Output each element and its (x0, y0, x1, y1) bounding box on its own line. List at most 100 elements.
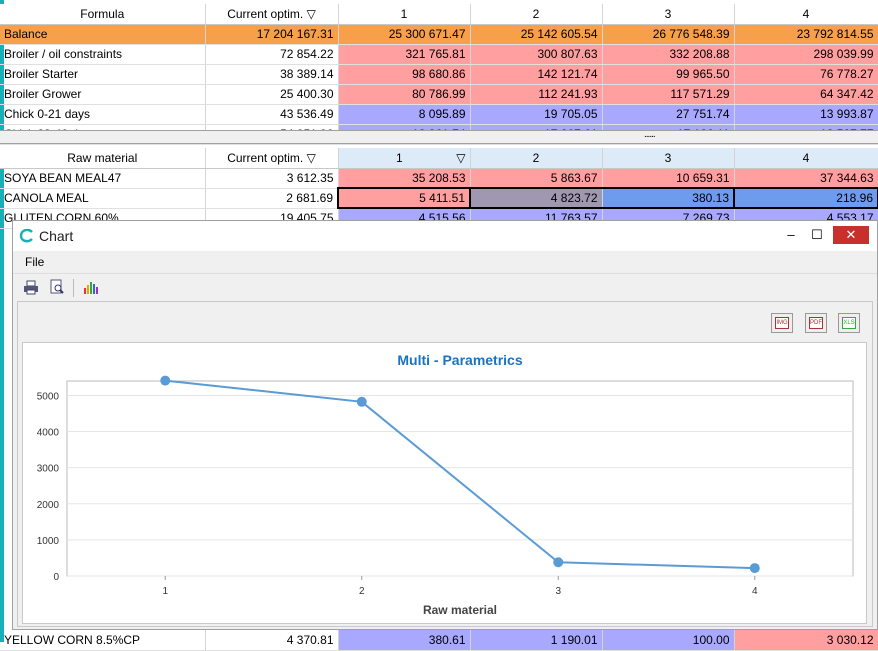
grid-cell[interactable]: 76 778.27 (734, 64, 878, 85)
row-name[interactable]: YELLOW CORN 8.5%CP (0, 630, 206, 651)
chart-title: Multi - Parametrics (397, 352, 522, 368)
export-pdf-button[interactable]: PDF (805, 313, 827, 333)
grid-cell[interactable]: 64 347.42 (734, 84, 878, 105)
table-row[interactable]: Broiler / oil constraints 72 854.22 321 76… (0, 44, 878, 65)
cell-value[interactable]: 100.00 (602, 630, 735, 651)
y-tick-label: 0 (53, 572, 59, 583)
maximize-button[interactable]: ☐ (811, 227, 823, 242)
x-tick-label: 1 (162, 586, 168, 597)
data-point (553, 557, 564, 568)
header-current-optim[interactable]: Current optim. ▽ (205, 148, 339, 169)
header-col-1[interactable]: 1 ▽ (338, 148, 471, 169)
print-preview-icon[interactable] (49, 279, 65, 295)
export-image-button[interactable]: IMG (771, 313, 793, 333)
table-row[interactable]: Balance 17 204 167.31 25 300 671.47 25 142 … (0, 24, 878, 45)
header-col-2[interactable]: 2 (470, 4, 603, 25)
cell-value[interactable]: 1 190.01 (470, 630, 603, 651)
table-row[interactable]: Chick 0-21 days 43 536.49 8 095.89 19 705.0… (0, 104, 878, 125)
chart-type-icon[interactable] (83, 279, 99, 295)
grid-cell[interactable]: Balance (0, 24, 206, 45)
grid-cell[interactable]: Broiler Starter (0, 64, 206, 85)
grid-cell[interactable]: Broiler Grower (0, 84, 206, 105)
header-raw-material[interactable]: Raw material (0, 148, 206, 169)
close-button[interactable]: ✕ (833, 226, 869, 244)
table-row-selected[interactable]: CANOLA MEAL 2 681.69 5 411.51 4 823.72 3… (0, 187, 878, 209)
grid-cell[interactable]: 25 142 605.54 (470, 24, 603, 45)
cell-value[interactable]: 5 863.67 (470, 168, 603, 189)
grid-cell[interactable]: 300 807.63 (470, 44, 603, 65)
cell-value-selected[interactable]: 380.13 (602, 187, 735, 209)
grid-cell[interactable]: Broiler / oil constraints (0, 44, 206, 65)
table-row[interactable]: SOYA BEAN MEAL47 3 612.35 35 208.53 5 86… (0, 168, 878, 189)
minimize-button[interactable]: ‒ (787, 227, 795, 242)
cell-value[interactable]: 37 344.63 (734, 168, 878, 189)
grid-cell[interactable]: 298 039.99 (734, 44, 878, 65)
cell-current[interactable]: 4 370.81 (205, 630, 339, 651)
row-name[interactable]: SOYA BEAN MEAL47 (0, 168, 206, 189)
filter-icon[interactable]: ▽ (306, 6, 316, 21)
x-tick-label: 3 (555, 586, 561, 597)
cell-value-selected[interactable]: 218.96 (733, 187, 878, 209)
filter-icon[interactable]: ▽ (456, 150, 466, 165)
grid-cell[interactable]: 19 705.05 (470, 104, 603, 125)
row-name[interactable]: CANOLA MEAL (0, 188, 206, 209)
grid-cell[interactable]: 80 786.99 (338, 84, 471, 105)
cell-value-selected[interactable]: 5 411.51 (337, 187, 471, 209)
export-xls-button[interactable]: XLS (838, 313, 860, 333)
data-point (749, 563, 760, 574)
header-formula[interactable]: Formula (0, 4, 206, 25)
header-current-optim[interactable]: Current optim. ▽ (205, 4, 339, 25)
cell-value-selected[interactable]: 4 823.72 (470, 187, 603, 209)
header-col-2[interactable]: 2 (470, 148, 603, 169)
print-icon[interactable] (23, 279, 39, 295)
filter-icon[interactable]: ▽ (306, 150, 316, 165)
window-titlebar[interactable]: Chart ‒ ☐ ✕ (13, 221, 877, 251)
grid-cell[interactable]: 8 095.89 (338, 104, 471, 125)
y-tick-label: 4000 (37, 428, 60, 439)
grid-cell[interactable]: 117 571.29 (602, 84, 735, 105)
plot-area (66, 380, 854, 577)
menu-file[interactable]: File (25, 255, 45, 269)
grid-cell[interactable]: 332 208.88 (602, 44, 735, 65)
grid-cell[interactable]: 99 965.50 (602, 64, 735, 85)
header-col-4[interactable]: 4 (734, 148, 878, 169)
table-row[interactable]: Broiler Starter 38 389.14 98 680.86 142 121… (0, 64, 878, 85)
grid-cell[interactable]: 25 400.30 (205, 84, 339, 105)
header-col-3[interactable]: 3 (602, 4, 735, 25)
line-chart: Multi - Parametrics 0 1000 2000 3000 4000 5000… (37, 352, 854, 617)
cell-value[interactable]: 3 030.12 (734, 630, 878, 651)
grid-cell[interactable]: 23 792 814.55 (734, 24, 878, 45)
grid-cell[interactable]: 321 765.81 (338, 44, 471, 65)
grid-cell[interactable]: 26 776 548.39 (602, 24, 735, 45)
grid-cell[interactable]: 17 204 167.31 (205, 24, 339, 45)
table-row[interactable]: YELLOW CORN 8.5%CP 4 370.81 380.61 1 190… (0, 630, 878, 651)
grid-cell[interactable]: 25 300 671.47 (338, 24, 471, 45)
cell-value[interactable]: 35 208.53 (338, 168, 471, 189)
header-col-3[interactable]: 3 (602, 148, 735, 169)
grid-cell[interactable]: 98 680.86 (338, 64, 471, 85)
cell-value[interactable]: 380.61 (338, 630, 471, 651)
series-line (165, 379, 755, 570)
data-point (160, 375, 171, 386)
grid-cell[interactable]: 142 121.74 (470, 64, 603, 85)
cell-value[interactable]: 10 659.31 (602, 168, 735, 189)
header-col-4[interactable]: 4 (734, 4, 878, 25)
grid-cell[interactable]: 112 241.93 (470, 84, 603, 105)
grid-cell[interactable]: 13 993.87 (734, 104, 878, 125)
splitter-grip: ...... (644, 129, 656, 140)
cell-current[interactable]: 2 681.69 (205, 188, 339, 209)
raw-material-grid-bottom: YELLOW CORN 8.5%CP 4 370.81 380.61 1 190… (0, 630, 878, 651)
grid-cell[interactable]: 27 751.74 (602, 104, 735, 125)
grid-cell[interactable]: 38 389.14 (205, 64, 339, 85)
export-pdf-icon: PDF (809, 317, 823, 329)
left-stripe-bottom (0, 148, 4, 642)
grid-splitter[interactable]: ...... (0, 129, 878, 144)
cell-current[interactable]: 3 612.35 (205, 168, 339, 189)
table-row[interactable]: Broiler Grower 25 400.30 80 786.99 112 241.… (0, 84, 878, 105)
header-col-1[interactable]: 1 (338, 4, 471, 25)
x-axis-label: Raw material (423, 603, 497, 617)
grid-cell[interactable]: 43 536.49 (205, 104, 339, 125)
grid-cell[interactable]: Chick 0-21 days (0, 104, 206, 125)
raw-material-grid: Raw material Current optim. ▽ 1 ▽ 2 3 4 … (0, 148, 878, 229)
grid-cell[interactable]: 72 854.22 (205, 44, 339, 65)
